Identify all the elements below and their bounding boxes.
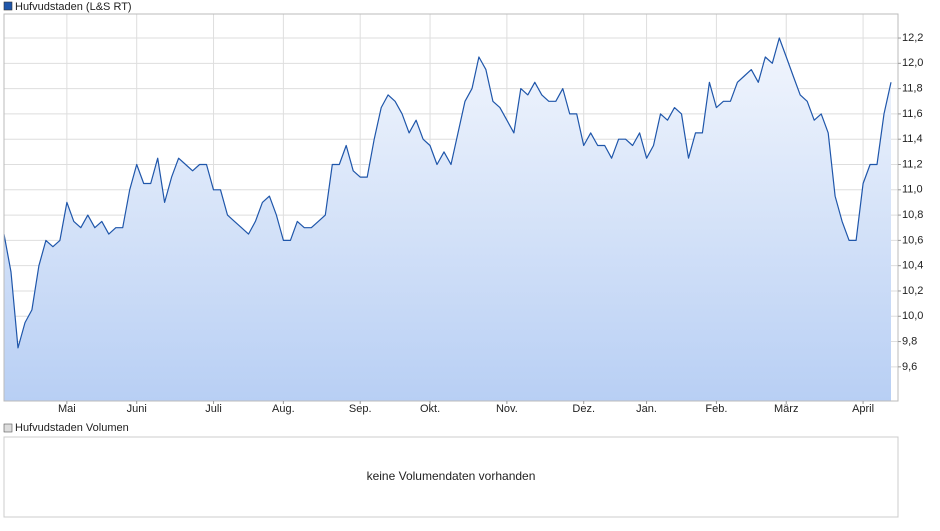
x-tick-label: Juli [205,403,222,415]
x-tick-label: Dez. [572,403,595,415]
volume-frame [3,436,899,518]
volume-message: keine Volumendaten vorhanden [367,469,536,483]
x-tick-label: Nov. [496,403,518,415]
volume-legend-swatch [3,423,13,433]
y-tick-label: 11,6 [902,108,923,120]
y-tick-label: 11,2 [902,158,923,170]
legend-label: Hufvudstaden (L&S RT) [15,1,132,13]
y-tick-label: 12,2 [902,32,923,44]
x-tick-label: April [852,403,874,415]
y-tick-label: 9,8 [902,335,917,347]
volume-legend-label: Hufvudstaden Volumen [15,422,129,434]
y-tick-label: 10,0 [902,310,923,322]
area-fill [4,38,891,401]
x-tick-label: März [774,403,798,415]
x-tick-label: Aug. [272,403,295,415]
x-tick-label: Jan. [636,403,657,415]
x-tick-label: Okt. [420,403,440,415]
y-tick-label: 10,6 [902,234,923,246]
x-tick-label: Sep. [349,403,372,415]
plot-area: ARIVA.DE [3,14,898,401]
x-tick-label: Mai [58,403,76,415]
x-tick-label: Juni [127,403,147,415]
y-tick-label: 10,8 [902,209,923,221]
legend-swatch [3,1,13,11]
y-tick-label: 10,2 [902,285,923,297]
y-tick-label: 10,4 [902,260,923,272]
y-tick-label: 11,4 [902,133,923,145]
y-tick-label: 11,8 [902,83,923,95]
y-tick-label: 11,0 [902,184,923,196]
x-tick-label: Feb. [705,403,727,415]
y-tick-label: 12,0 [902,57,923,69]
plot-frame [3,13,899,402]
y-tick-label: 9,6 [902,361,917,373]
price-line [3,37,892,349]
